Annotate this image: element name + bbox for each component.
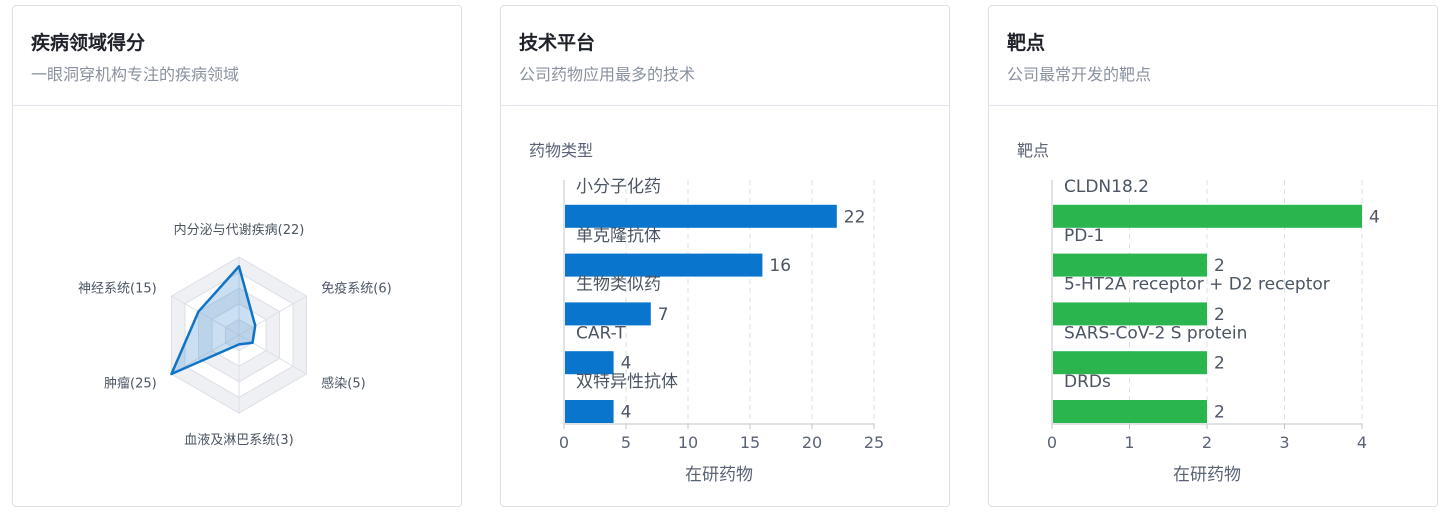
bar-category-label: 单克隆抗体 xyxy=(576,226,661,246)
x-tick-label: 15 xyxy=(740,433,760,452)
x-tick-label: 10 xyxy=(678,433,698,452)
x-tick-label: 0 xyxy=(1047,433,1057,452)
bar-category-label: PD-1 xyxy=(1064,226,1104,246)
bar-value-label: 4 xyxy=(621,403,632,423)
bar-category-label: DRDs xyxy=(1064,372,1111,392)
radar-axis-line xyxy=(171,295,240,336)
bar-value-label: 2 xyxy=(1214,354,1225,374)
bar-value-label: 7 xyxy=(658,305,669,325)
bar xyxy=(1053,302,1207,326)
card-header: 靶点 公司最常开发的靶点 xyxy=(989,6,1437,106)
bar xyxy=(565,351,614,375)
x-tick-label: 3 xyxy=(1279,433,1289,452)
radar-category-label: 血液及淋巴系统(3) xyxy=(184,433,293,448)
x-tick-label: 5 xyxy=(621,433,631,452)
x-tick-label: 20 xyxy=(802,433,822,452)
radar-axis-line xyxy=(171,334,240,375)
bar-category-label: 双特异性抗体 xyxy=(576,372,678,392)
bar-value-label: 4 xyxy=(1369,207,1380,227)
radar-category-label: 免疫系统(6) xyxy=(321,281,391,297)
bar-value-label: 2 xyxy=(1214,256,1225,276)
bar xyxy=(1053,400,1207,423)
bar-value-label: 16 xyxy=(769,256,791,276)
tech-platform-card: 技术平台 公司药物应用最多的技术 药物类型 0 5 10 15 20 25 小分子化药 22 单克… xyxy=(500,5,950,507)
card-title: 技术平台 xyxy=(519,32,596,54)
bar xyxy=(1053,204,1362,228)
bar xyxy=(565,253,763,277)
radar-category-label: 内分泌与代谢疾病(22) xyxy=(174,222,305,238)
bar-value-label: 2 xyxy=(1214,305,1225,325)
card-title: 疾病领域得分 xyxy=(31,32,146,54)
x-axis-title: 在研药物 xyxy=(685,465,753,485)
category-axis-title: 靶点 xyxy=(1017,141,1049,160)
x-tick-label: 4 xyxy=(1357,433,1367,452)
category-axis-title: 药物类型 xyxy=(529,141,593,160)
radar-category-label: 感染(5) xyxy=(321,376,365,392)
bar-category-label: CLDN18.2 xyxy=(1064,177,1149,197)
target-card: 靶点 公司最常开发的靶点 靶点 0 1 2 3 4 CLDN18.2 4 PD-1 2 5-HT2A… xyxy=(988,5,1438,507)
x-tick-label: 25 xyxy=(864,433,884,452)
card-subtitle: 公司最常开发的靶点 xyxy=(1007,65,1152,84)
bar xyxy=(565,400,614,423)
card-title: 靶点 xyxy=(1007,32,1046,54)
x-tick-label: 2 xyxy=(1202,433,1212,452)
bar-value-label: 4 xyxy=(621,354,632,374)
radar-axis-line xyxy=(238,295,307,336)
bar-value-label: 22 xyxy=(844,207,866,227)
x-tick-label: 0 xyxy=(559,433,569,452)
bar xyxy=(565,204,837,228)
bar-category-label: 小分子化药 xyxy=(576,177,661,197)
disease-area-card: 疾病领域得分 一眼洞穿机构专注的疾病领域 内分泌与代谢疾病(22) 免疫系统(6)… xyxy=(12,5,462,507)
radar-series-area xyxy=(170,265,257,376)
bar xyxy=(565,302,651,326)
drug-type-bar-chart: 药物类型 0 5 10 15 20 25 小分子化药 22 单克隆抗体 16 生物类似药 7 CAR-T 4… xyxy=(529,141,884,485)
radar-axis-line xyxy=(238,334,307,375)
card-header: 疾病领域得分 一眼洞穿机构专注的疾病领域 xyxy=(13,6,461,106)
bar-category-label: 5-HT2A receptor + D2 receptor xyxy=(1064,275,1330,295)
x-axis-title: 在研药物 xyxy=(1173,465,1241,485)
x-tick-label: 1 xyxy=(1124,433,1134,452)
bar xyxy=(1053,253,1207,277)
card-subtitle: 一眼洞穿机构专注的疾病领域 xyxy=(31,65,240,84)
card-subtitle: 公司药物应用最多的技术 xyxy=(519,65,696,84)
bar-value-label: 2 xyxy=(1214,403,1225,423)
radar-category-label: 神经系统(15) xyxy=(78,282,157,297)
radar-chart: 内分泌与代谢疾病(22) 免疫系统(6) 感染(5) 血液及淋巴系统(3) 肿瘤(25)… xyxy=(78,222,392,448)
card-header: 技术平台 公司药物应用最多的技术 xyxy=(501,6,949,106)
bar-category-label: 生物类似药 xyxy=(576,275,661,295)
bar xyxy=(1053,351,1207,375)
bar-category-label: CAR-T xyxy=(576,323,626,343)
bar-category-label: SARS-CoV-2 S protein xyxy=(1064,323,1247,343)
radar-category-label: 肿瘤(25) xyxy=(104,376,157,392)
